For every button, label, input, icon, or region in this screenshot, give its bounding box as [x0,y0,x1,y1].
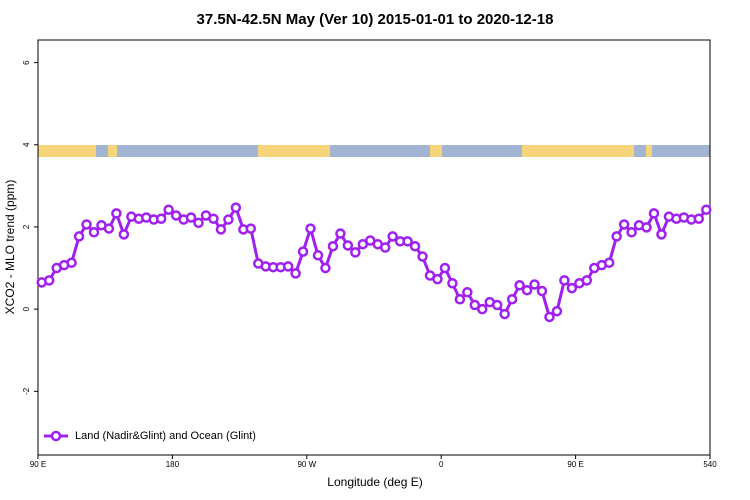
data-point [66,257,77,268]
data-point [230,202,242,213]
data-point [170,210,182,221]
data-point [342,240,354,251]
data-point [439,262,451,274]
data-point [208,213,219,224]
data-point [544,311,555,323]
data-point [215,224,227,235]
data-point [499,308,510,320]
data-point [432,273,443,285]
data-point [559,275,570,286]
legend-label: Land (Nadir&Glint) and Ocean (Glint) [75,430,256,442]
plot-frame [37,39,711,456]
data-point [73,231,85,242]
x-tick-label: 0 [439,460,444,469]
data-point [103,223,115,234]
data-point [223,214,234,225]
data-point [312,250,324,261]
data-point [350,247,361,258]
y-tick-label: 4 [22,142,31,147]
data-point [402,236,413,247]
data-point [701,204,712,215]
data-point [641,222,652,233]
data-point [462,287,473,298]
data-point [611,231,622,242]
data-point [185,212,197,223]
data-point [521,284,533,296]
data-point [626,227,637,238]
data-point [514,280,525,291]
data-point [603,257,615,268]
data-point [417,251,428,262]
chart-title: 37.5N-42.5N May (Ver 10) 2015-01-01 to 2… [197,11,554,28]
x-tick-label: 180 [166,460,180,469]
x-tick-label: 90 W [297,460,316,469]
data-point [297,246,309,257]
data-point [155,213,167,224]
data-point [491,299,503,311]
data-point [43,275,55,286]
land-band [646,145,652,157]
data-point [506,294,518,305]
data-point [656,229,667,240]
y-tick-label: 6 [22,60,31,65]
data-point [536,285,548,297]
x-tick-label: 90 E [567,460,583,469]
data-point [409,241,421,252]
data-point [551,305,563,317]
data-point [81,219,92,230]
data-point [290,268,301,279]
data-point [387,231,398,242]
data-point [282,261,294,272]
x-tick-label: 540 [703,460,717,469]
data-point [648,208,660,219]
data-point [327,241,339,252]
y-tick-label: 2 [22,224,31,229]
data-point [305,223,316,234]
data-point [335,228,346,239]
data-point [118,229,130,240]
data-point [193,217,204,229]
land-ocean-strip [38,145,710,157]
data-point [88,227,100,238]
data-point [618,219,630,230]
y-tick-label: 0 [22,306,31,311]
data-point [447,277,458,289]
y-axis-label: XCO2 - MLO trend (ppm) [3,180,17,315]
data-point [245,223,257,234]
data-point [693,213,705,224]
y-tick-label: -2 [22,387,31,395]
data-point [379,242,391,253]
data-point [469,299,481,311]
data-point [111,208,122,219]
land-band [522,145,634,157]
data-point [454,294,466,305]
data-point [581,275,593,286]
land-band [430,145,442,157]
data-point [477,303,488,315]
land-band [108,145,117,157]
data-point [320,262,331,274]
x-axis-label: Longitude (deg E) [327,475,422,489]
data-point [529,279,540,290]
land-band [258,145,330,157]
data-point [163,204,174,215]
land-band [38,145,96,157]
data-point [566,282,578,294]
x-tick-label: 90 E [30,460,46,469]
legend-marker [50,430,62,442]
